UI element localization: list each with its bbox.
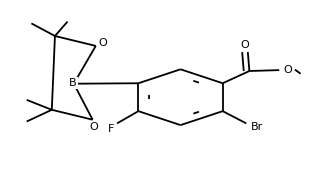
Text: Br: Br [251,122,263,132]
Text: B: B [69,78,77,88]
Text: O: O [241,40,249,50]
Text: F: F [108,124,115,134]
Text: O: O [98,38,107,48]
Text: O: O [89,122,98,132]
Text: O: O [283,65,292,75]
